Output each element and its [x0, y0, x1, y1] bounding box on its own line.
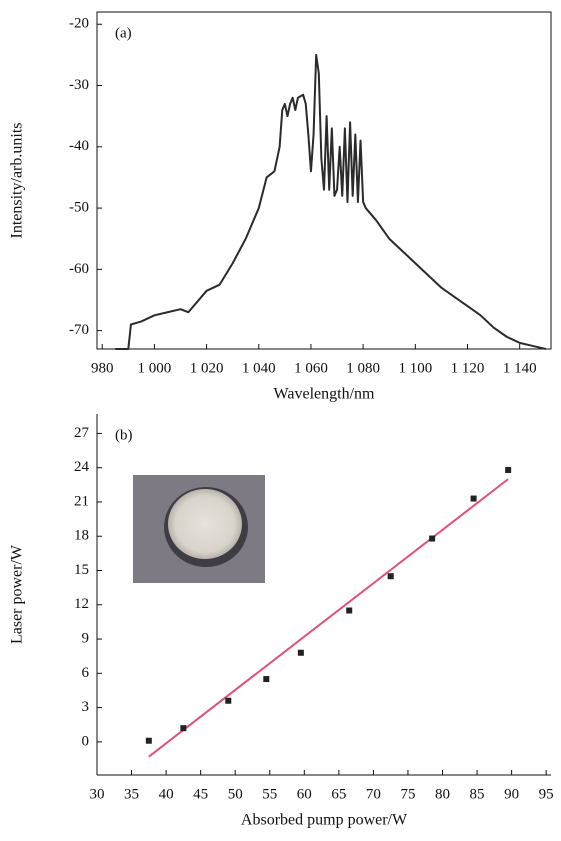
y-axis-title: Intensity/arb.units: [9, 123, 26, 239]
x-tick-label: 1 040: [242, 360, 276, 376]
y-tick-label: 12: [74, 596, 89, 612]
y-tick-label: 3: [82, 699, 90, 715]
x-tick-label: 95: [539, 786, 554, 802]
y-tick-label: -40: [69, 138, 89, 154]
x-tick-label: 980: [91, 360, 114, 376]
data-point: [429, 535, 436, 542]
x-tick-label: 1 000: [138, 360, 172, 376]
x-tick-label: 35: [124, 786, 139, 802]
y-tick-label: -50: [69, 200, 89, 216]
x-tick-label: 1 020: [190, 360, 224, 376]
x-tick-label: 65: [331, 786, 346, 802]
fit-line: [148, 478, 509, 758]
x-tick-label: 1 140: [503, 360, 537, 376]
x-tick-label: 40: [159, 786, 174, 802]
x-tick-label: 1 120: [451, 360, 485, 376]
y-tick-label: -20: [69, 16, 89, 32]
panel-label: (a): [115, 25, 132, 41]
y-tick-label: 18: [74, 528, 89, 544]
data-point: [297, 649, 304, 656]
x-tick-label: 1 100: [398, 360, 432, 376]
x-tick-label: 90: [504, 786, 519, 802]
y-tick-label: 9: [82, 630, 90, 646]
y-tick-label: 6: [82, 665, 90, 681]
x-tick-label: 1 080: [346, 360, 380, 376]
y-tick-label: 24: [74, 459, 90, 475]
panel-label: (b): [115, 427, 133, 443]
y-tick-label: 21: [74, 493, 89, 509]
data-point: [505, 466, 512, 473]
y-tick-label: 0: [82, 733, 90, 749]
y-tick-label: 27: [74, 425, 90, 441]
spectrum-line: [115, 53, 547, 350]
data-point: [470, 495, 477, 502]
data-point: [145, 737, 152, 744]
x-tick-label: 50: [228, 786, 243, 802]
plot-frame: [96, 11, 552, 350]
x-tick-label: 55: [262, 786, 277, 802]
inset-photo: [133, 475, 265, 583]
x-axis-title: Absorbed pump power/W: [241, 812, 408, 829]
y-tick-label: 15: [74, 562, 89, 578]
x-tick-label: 1 060: [294, 360, 328, 376]
data-point: [387, 573, 394, 580]
data-point: [180, 725, 187, 732]
x-axis-title: Wavelength/nm: [274, 386, 375, 403]
x-tick-label: 70: [366, 786, 381, 802]
y-tick-label: -70: [69, 322, 89, 338]
x-tick-label: 60: [297, 786, 312, 802]
data-point: [346, 607, 353, 614]
x-tick-label: 30: [90, 786, 105, 802]
x-tick-label: 45: [193, 786, 208, 802]
x-tick-label: 85: [470, 786, 485, 802]
x-tick-label: 75: [400, 786, 415, 802]
y-axis-title: Laser power/W: [9, 544, 26, 644]
y-tick-label: -30: [69, 77, 89, 93]
y-tick-label: -60: [69, 261, 89, 277]
data-point: [225, 697, 232, 704]
data-point: [263, 676, 270, 683]
x-tick-label: 80: [435, 786, 450, 802]
